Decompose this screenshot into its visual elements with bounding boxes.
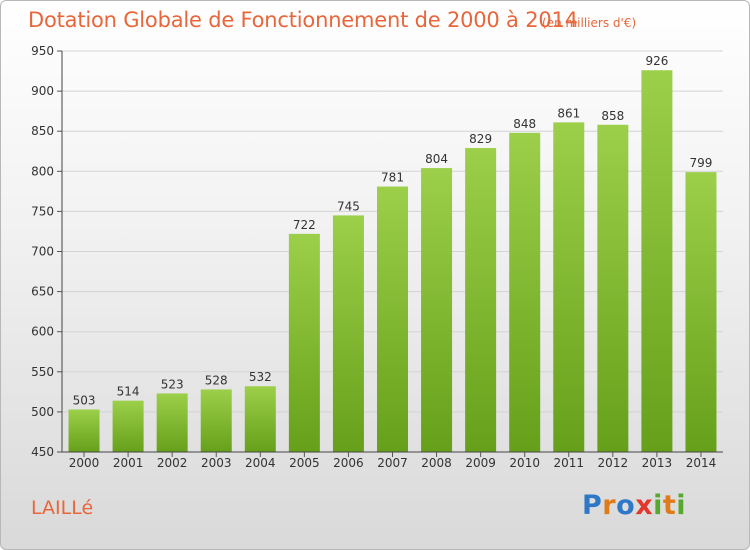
y-tick-label: 850 (31, 124, 54, 138)
x-tick-label: 2001 (113, 456, 144, 470)
bar-2011 (553, 122, 585, 453)
bar-2003 (200, 389, 232, 452)
value-label: 523 (161, 377, 184, 391)
bar-2005 (288, 233, 320, 452)
x-tick-label: 2004 (245, 456, 276, 470)
value-label: 926 (645, 54, 668, 68)
commune-name: LAILLé (31, 497, 94, 519)
bar-2014 (685, 172, 717, 453)
bar-2006 (332, 215, 364, 452)
bar-layer: 503 514 523 528 532 722 745 781 804 829 848 861 858 9… (68, 54, 717, 453)
logo-letter: i (653, 490, 663, 521)
y-tick-label: 800 (31, 164, 54, 178)
y-tick-label: 950 (31, 44, 54, 58)
x-tick-label: 2011 (553, 456, 584, 470)
logo-letter: r (602, 490, 617, 521)
chart-subtitle: (en milliers d'€) (542, 16, 637, 30)
logo-letter: o (616, 490, 636, 521)
bar-2004 (244, 386, 276, 452)
y-tick-label: 750 (31, 204, 54, 218)
value-label: 781 (381, 171, 404, 185)
bar-2001 (112, 400, 144, 452)
axis-layer: 450 500 550 600 650 700 750 800 850 900 950 2000 200… (31, 44, 723, 470)
chart-title: Dotation Globale de Fonctionnement de 20… (28, 8, 578, 32)
logo-letter: i (676, 490, 687, 521)
value-label: 804 (425, 152, 448, 166)
bar-2000 (68, 409, 100, 452)
x-tick-label: 2010 (509, 456, 540, 470)
logo-letter: t (662, 490, 677, 521)
x-tick-label: 2005 (289, 456, 320, 470)
x-tick-label: 2007 (377, 456, 408, 470)
proxiti-logo[interactable]: Proxiti (582, 490, 686, 521)
value-label: 848 (513, 117, 536, 131)
value-label: 745 (337, 199, 360, 213)
x-tick-label: 2000 (69, 456, 100, 470)
y-tick-label: 600 (31, 325, 54, 339)
x-tick-label: 2009 (465, 456, 496, 470)
bar-2009 (465, 148, 497, 453)
y-tick-label: 500 (31, 405, 54, 419)
y-tick-label: 550 (31, 365, 54, 379)
y-tick-label: 650 (31, 285, 54, 299)
bar-2007 (377, 186, 408, 452)
x-tick-label: 2013 (642, 456, 673, 470)
x-tick-label: 2014 (686, 456, 717, 470)
value-label: 532 (249, 370, 272, 384)
bar-2010 (509, 132, 541, 452)
y-tick-label: 900 (31, 84, 54, 98)
logo-letter: x (635, 490, 654, 521)
value-label: 858 (601, 109, 624, 123)
logo-letter: P (582, 490, 603, 521)
x-tick-label: 2002 (157, 456, 188, 470)
value-label: 722 (293, 218, 316, 232)
value-label: 861 (557, 106, 580, 120)
value-label: 829 (469, 132, 492, 146)
x-tick-label: 2008 (421, 456, 452, 470)
x-tick-label: 2003 (201, 456, 232, 470)
bar-2002 (156, 393, 188, 452)
y-tick-label: 700 (31, 245, 54, 259)
value-label: 503 (73, 393, 96, 407)
bar-2013 (641, 70, 673, 453)
y-tick-label: 450 (31, 445, 54, 459)
value-label: 799 (690, 156, 713, 170)
value-label: 528 (205, 373, 228, 387)
bar-2012 (597, 124, 629, 452)
bar-2008 (421, 168, 453, 453)
x-tick-label: 2006 (333, 456, 364, 470)
value-label: 514 (117, 385, 140, 399)
x-tick-label: 2012 (598, 456, 629, 470)
